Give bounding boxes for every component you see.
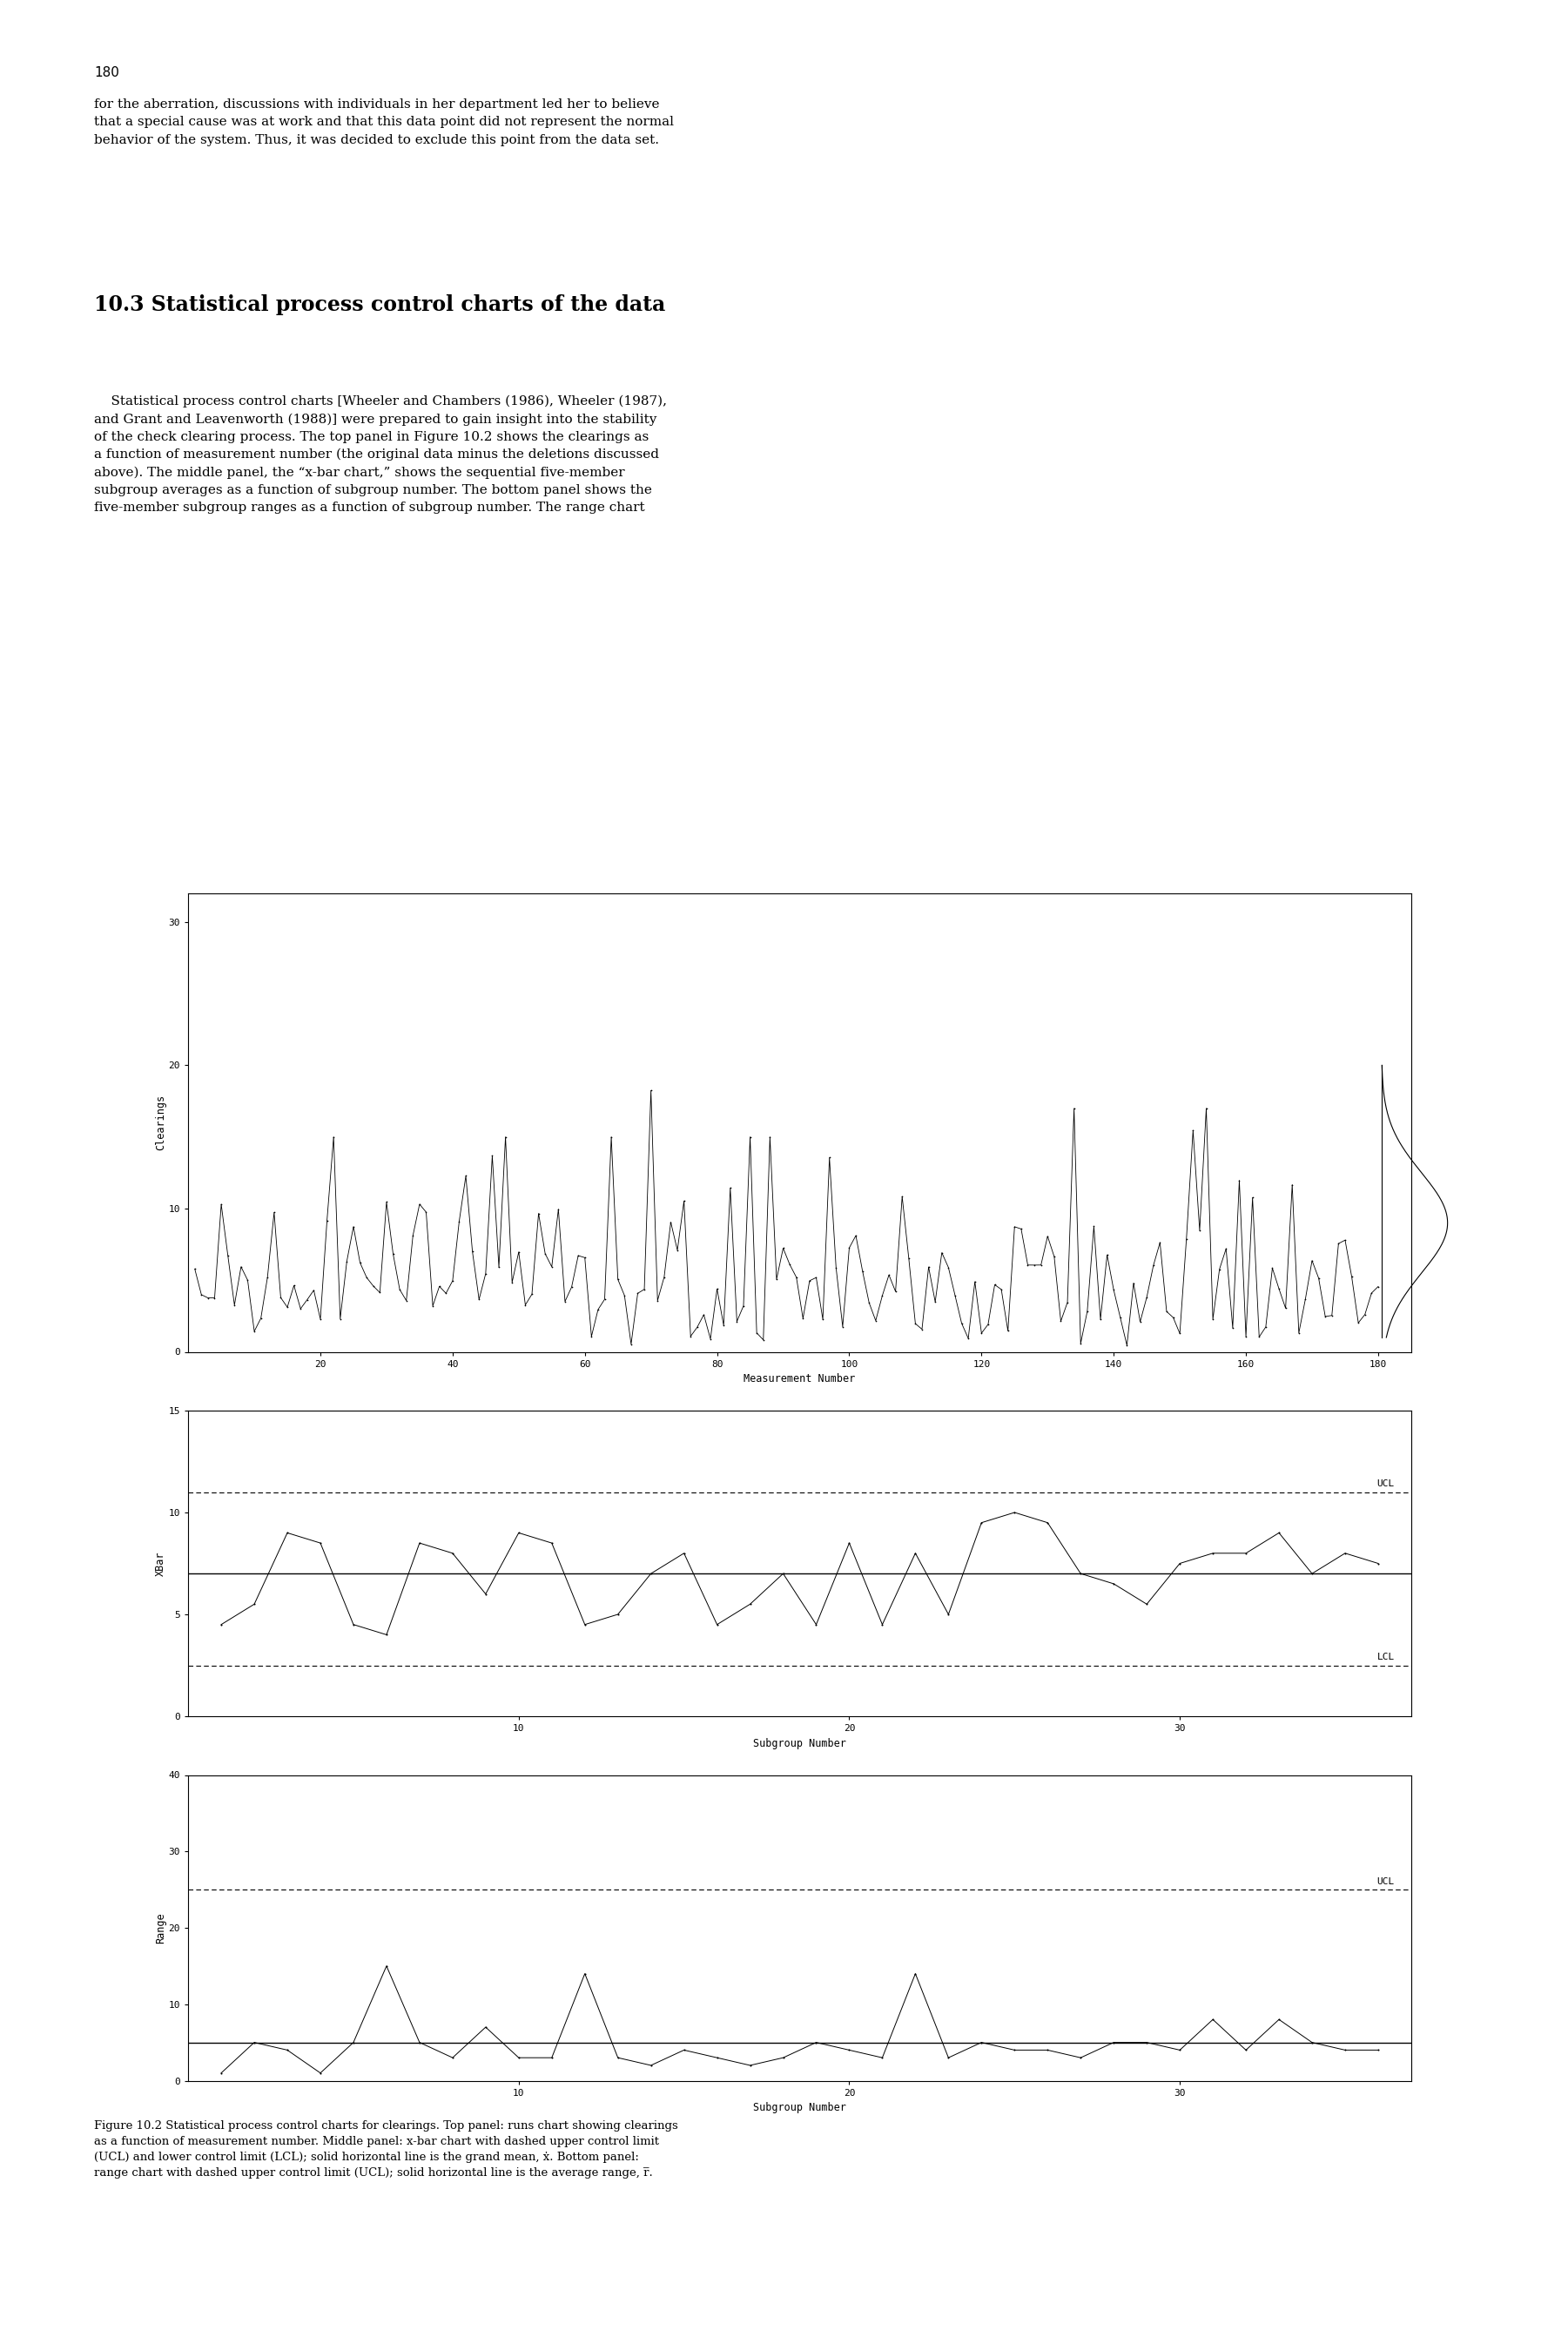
Text: LCL: LCL xyxy=(1377,1653,1394,1662)
Text: 180: 180 xyxy=(94,66,119,80)
X-axis label: Subgroup Number: Subgroup Number xyxy=(753,2102,847,2114)
Text: for the aberration, discussions with individuals in her department led her to be: for the aberration, discussions with ind… xyxy=(94,99,674,146)
X-axis label: Measurement Number: Measurement Number xyxy=(743,1373,856,1385)
Text: Statistical process control charts [Wheeler and Chambers (1986), Wheeler (1987),: Statistical process control charts [Whee… xyxy=(94,395,666,515)
Text: 10.3 Statistical process control charts of the data: 10.3 Statistical process control charts … xyxy=(94,294,665,315)
Y-axis label: Range: Range xyxy=(155,1911,166,1944)
Y-axis label: XBar: XBar xyxy=(155,1552,166,1575)
Y-axis label: Clearings: Clearings xyxy=(155,1096,166,1150)
Text: UCL: UCL xyxy=(1377,1876,1394,1886)
Text: UCL: UCL xyxy=(1377,1479,1394,1488)
Text: Figure 10.2 Statistical process control charts for clearings. Top panel: runs ch: Figure 10.2 Statistical process control … xyxy=(94,2121,677,2179)
X-axis label: Subgroup Number: Subgroup Number xyxy=(753,1737,847,1749)
